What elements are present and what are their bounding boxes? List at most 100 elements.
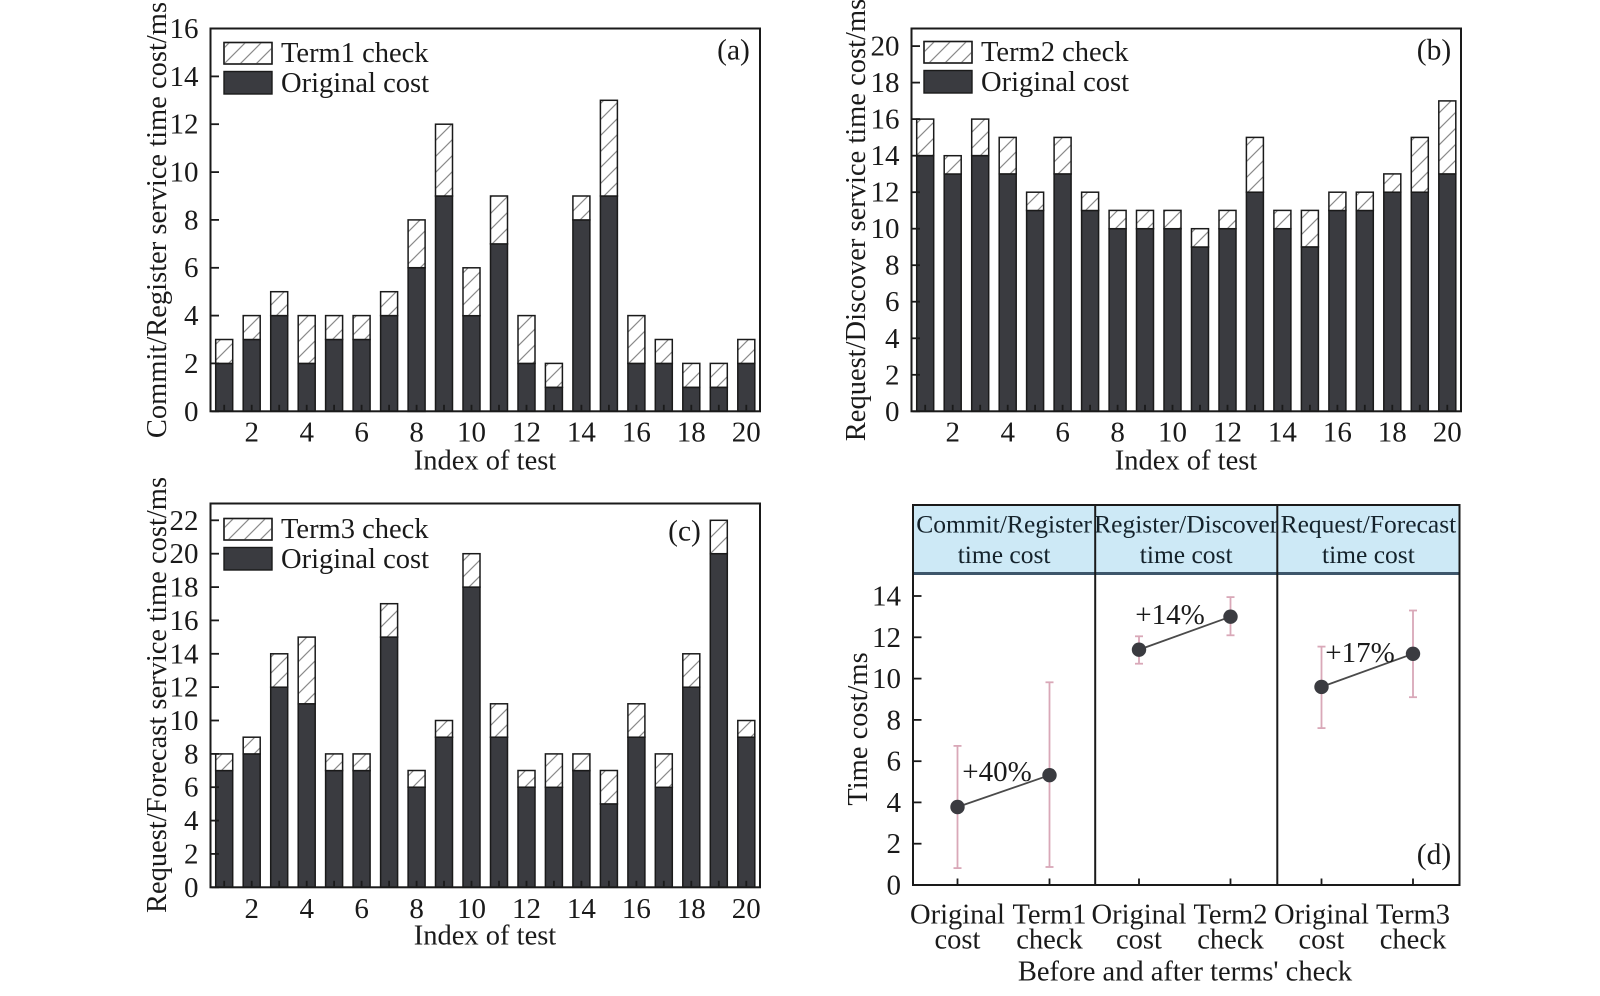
svg-text:cost: cost (1299, 925, 1345, 956)
svg-text:14: 14 (567, 893, 597, 925)
svg-text:4: 4 (1000, 417, 1015, 449)
svg-text:2: 2 (244, 417, 259, 449)
svg-text:(c): (c) (668, 516, 701, 548)
svg-text:6: 6 (354, 417, 369, 449)
svg-text:16: 16 (622, 893, 651, 925)
svg-text:2: 2 (887, 828, 902, 860)
svg-text:0: 0 (887, 870, 902, 902)
svg-text:Term3 check: Term3 check (281, 514, 429, 545)
svg-text:18: 18 (1378, 417, 1407, 449)
svg-text:Original cost: Original cost (281, 68, 429, 99)
svg-text:18: 18 (677, 893, 706, 925)
svg-text:16: 16 (622, 417, 651, 449)
svg-text:10: 10 (457, 417, 486, 449)
svg-text:6: 6 (354, 893, 369, 925)
svg-text:Original cost: Original cost (281, 544, 429, 575)
svg-text:0: 0 (184, 396, 199, 428)
svg-text:4: 4 (299, 893, 314, 925)
svg-text:Original: Original (910, 900, 1005, 931)
svg-text:check: check (1016, 925, 1083, 956)
svg-text:time cost: time cost (958, 540, 1051, 569)
svg-text:Original cost: Original cost (981, 67, 1129, 98)
svg-text:12: 12 (170, 109, 199, 141)
svg-text:6: 6 (184, 772, 199, 804)
svg-text:18: 18 (677, 417, 706, 449)
svg-text:8: 8 (1110, 417, 1125, 449)
svg-text:18: 18 (170, 572, 199, 604)
svg-text:Original: Original (1274, 900, 1369, 931)
svg-text:16: 16 (170, 13, 199, 45)
svg-text:Commit/Register: Commit/Register (916, 510, 1092, 539)
svg-text:8: 8 (184, 204, 199, 236)
svg-text:2: 2 (184, 838, 199, 870)
svg-text:16: 16 (871, 104, 900, 136)
svg-text:12: 12 (872, 622, 901, 654)
svg-text:(b): (b) (1417, 35, 1451, 67)
svg-text:0: 0 (885, 396, 900, 428)
svg-text:check: check (1380, 925, 1447, 956)
svg-text:time cost: time cost (1322, 540, 1415, 569)
svg-text:4: 4 (887, 787, 902, 819)
svg-text:2: 2 (184, 348, 199, 380)
svg-text:Time cost/ms: Time cost/ms (843, 652, 874, 805)
svg-text:14: 14 (170, 61, 200, 93)
svg-text:10: 10 (170, 705, 199, 737)
svg-text:4: 4 (299, 417, 314, 449)
svg-text:(a): (a) (717, 35, 750, 67)
svg-text:4: 4 (184, 805, 199, 837)
svg-text:2: 2 (885, 359, 900, 391)
svg-text:+14%: +14% (1135, 599, 1205, 631)
svg-text:Index of test: Index of test (414, 921, 557, 952)
svg-text:16: 16 (1323, 417, 1352, 449)
svg-text:4: 4 (184, 300, 199, 332)
svg-text:8: 8 (409, 417, 424, 449)
svg-text:22: 22 (170, 505, 199, 537)
svg-text:Index of test: Index of test (414, 445, 557, 476)
svg-text:20: 20 (1433, 417, 1462, 449)
svg-text:10: 10 (872, 663, 901, 695)
svg-text:0: 0 (184, 872, 199, 904)
svg-text:(d): (d) (1417, 839, 1451, 871)
svg-text:time cost: time cost (1140, 540, 1233, 569)
svg-text:14: 14 (170, 638, 200, 670)
svg-text:Term3: Term3 (1376, 900, 1450, 931)
svg-text:Register/Discover: Register/Discover (1094, 510, 1279, 539)
svg-text:6: 6 (885, 286, 900, 318)
svg-text:8: 8 (887, 704, 902, 736)
svg-text:14: 14 (872, 581, 902, 613)
svg-text:2: 2 (244, 893, 259, 925)
svg-text:cost: cost (935, 925, 981, 956)
svg-text:Term2: Term2 (1194, 900, 1268, 931)
svg-text:Request/Forecast: Request/Forecast (1281, 510, 1457, 539)
svg-text:Commit/Register service time c: Commit/Register service time cost/ms (142, 2, 173, 438)
svg-text:Request/Discover service time: Request/Discover service time cost/ms (841, 0, 872, 441)
svg-text:12: 12 (1213, 417, 1242, 449)
svg-text:12: 12 (170, 672, 199, 704)
svg-text:Index of test: Index of test (1115, 445, 1258, 476)
svg-text:Term1: Term1 (1013, 900, 1087, 931)
svg-text:10: 10 (457, 893, 486, 925)
svg-text:10: 10 (871, 213, 900, 245)
svg-text:Original: Original (1092, 900, 1187, 931)
svg-text:20: 20 (871, 31, 900, 63)
svg-text:10: 10 (170, 157, 199, 189)
svg-text:cost: cost (1116, 925, 1162, 956)
svg-text:Request/Forecast service time: Request/Forecast service time cost/ms (142, 477, 173, 913)
svg-text:check: check (1197, 925, 1264, 956)
svg-text:8: 8 (885, 250, 900, 282)
svg-text:2: 2 (945, 417, 960, 449)
svg-text:20: 20 (732, 893, 761, 925)
svg-text:20: 20 (170, 538, 199, 570)
svg-text:6: 6 (887, 746, 902, 778)
svg-text:+17%: +17% (1325, 637, 1395, 669)
svg-text:+40%: +40% (962, 756, 1032, 788)
svg-text:16: 16 (170, 605, 199, 637)
svg-text:8: 8 (184, 738, 199, 770)
svg-text:12: 12 (512, 417, 541, 449)
svg-text:Before and after terms' check: Before and after terms' check (1018, 957, 1353, 988)
svg-text:18: 18 (871, 67, 900, 99)
svg-text:6: 6 (184, 252, 199, 284)
svg-text:Term1 check: Term1 check (281, 38, 429, 69)
svg-text:14: 14 (871, 140, 901, 172)
svg-text:6: 6 (1055, 417, 1070, 449)
